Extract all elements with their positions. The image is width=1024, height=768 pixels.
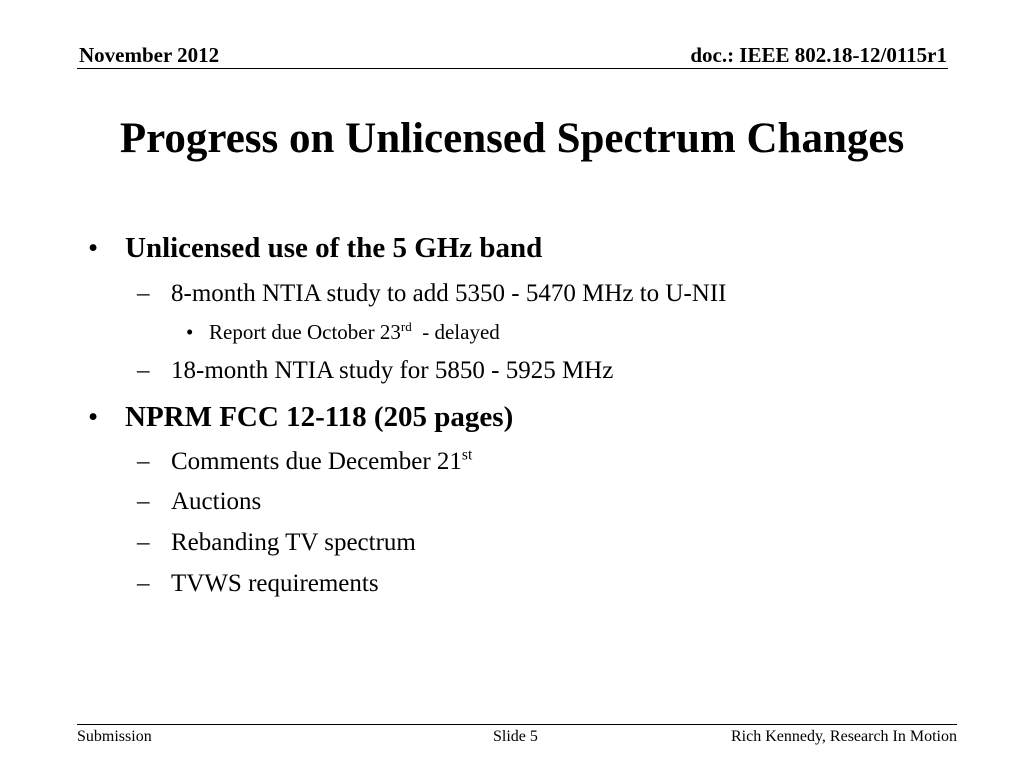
dash-marker: – — [137, 357, 150, 384]
header-divider — [77, 68, 948, 69]
dash-marker: – — [137, 570, 150, 597]
bullet-marker: • — [88, 232, 99, 264]
bullet-marker: • — [88, 401, 99, 433]
footer-slide-number: Slide 5 — [493, 728, 538, 745]
dash-marker: – — [137, 448, 150, 475]
bullet-marker: • — [186, 320, 194, 344]
sub-bullet-text: 8-month NTIA study to add 5350 - 5470 MH… — [171, 280, 727, 307]
header-document-id: doc.: IEEE 802.18-12/0115r1 — [690, 43, 947, 67]
ordinal-suffix: st — [461, 446, 473, 464]
ordinal-suffix: rd — [400, 318, 412, 334]
dash-marker: – — [137, 488, 150, 515]
sub-bullet-text: Auctions — [171, 488, 262, 515]
sub-bullet-text: 18-month NTIA study for 5850 - 5925 MHz — [171, 357, 614, 384]
dash-marker: – — [137, 529, 150, 556]
slide-title: Progress on Unlicensed Spectrum Changes — [119, 115, 905, 162]
delayed-note: - delayed — [411, 320, 500, 344]
sub-bullet-text: Rebanding TV spectrum — [171, 529, 416, 556]
footer-author: Rich Kennedy, Research In Motion — [730, 728, 957, 745]
sub-bullet-text: TVWS requirements — [171, 570, 379, 597]
dash-marker: – — [137, 280, 150, 307]
sub-bullet-text: Comments due December 21st — [171, 447, 472, 477]
footer-submission: Submission — [77, 728, 152, 745]
sub-sub-bullet-text: Report due October 23rd - delayed — [209, 319, 500, 345]
header-date: November 2012 — [79, 43, 220, 67]
comments-due-text: Comments due December 21 — [171, 448, 462, 475]
bullet-text: Unlicensed use of the 5 GHz band — [125, 232, 543, 264]
footer-divider — [77, 724, 957, 725]
bullet-text: NPRM FCC 12-118 (205 pages) — [125, 401, 514, 433]
report-due-text: Report due October 23 — [209, 320, 401, 344]
